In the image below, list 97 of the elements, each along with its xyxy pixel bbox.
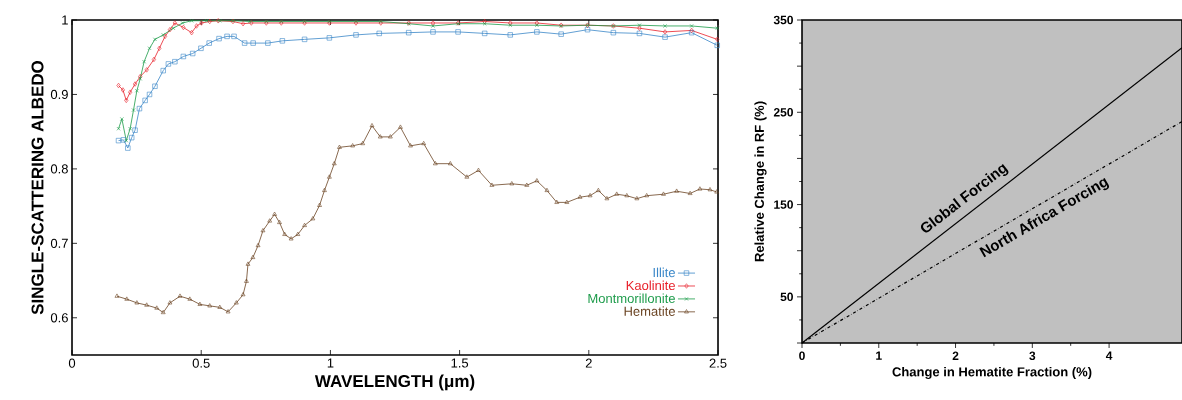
point	[129, 135, 135, 141]
x-tick-label: 3	[1029, 351, 1036, 361]
point	[206, 40, 212, 46]
point	[119, 117, 124, 121]
x-tick-label: 2	[952, 351, 959, 360]
point	[250, 40, 256, 46]
point	[124, 138, 129, 143]
point	[152, 83, 158, 89]
point	[714, 42, 720, 48]
point	[189, 18, 194, 23]
point	[125, 145, 131, 151]
point	[172, 20, 177, 26]
point	[231, 33, 237, 39]
point	[663, 24, 667, 28]
point	[534, 29, 540, 35]
legend-label: Kaolinite	[626, 280, 675, 291]
y-tick-label: 0.7	[50, 238, 68, 248]
x-tick-label: 2.5	[709, 358, 727, 368]
legend-label: Hematite	[624, 306, 675, 316]
point	[133, 81, 138, 87]
x-tick-label: 1	[327, 358, 334, 368]
point	[430, 29, 436, 35]
point	[142, 59, 147, 64]
point	[265, 40, 271, 46]
point	[279, 38, 285, 44]
point	[190, 50, 196, 57]
point	[326, 35, 332, 41]
y-axis-title: Relative Change in RF (%)	[754, 101, 767, 262]
point	[224, 33, 230, 39]
point	[507, 32, 513, 38]
point	[151, 56, 156, 63]
point	[165, 61, 171, 67]
legend-label: Montmorillonite	[588, 293, 675, 303]
point	[431, 24, 435, 28]
point	[142, 97, 148, 103]
x-tick-label: 4	[1105, 351, 1113, 360]
point	[136, 105, 143, 112]
y-tick-label: 0.9	[50, 89, 68, 100]
x-tick-label: 0	[799, 351, 805, 361]
x-tick-label: 1	[876, 351, 882, 360]
point	[160, 68, 166, 74]
point	[115, 138, 122, 144]
point	[584, 27, 591, 33]
point	[663, 29, 668, 35]
y-tick-label: 1	[62, 15, 68, 25]
point	[181, 24, 186, 31]
point	[128, 126, 133, 131]
point	[120, 87, 125, 93]
y-tick-label: 0.6	[50, 313, 68, 323]
y-tick-label: 250	[773, 108, 793, 117]
y-tick-label: 150	[774, 200, 793, 209]
y-tick-label: 0.8	[50, 164, 68, 174]
point	[132, 127, 138, 133]
point	[301, 36, 308, 42]
point	[189, 30, 194, 36]
y-axis-title: SINGLE-SCATTERING ALBEDO	[31, 60, 44, 315]
point	[146, 91, 153, 98]
point	[180, 53, 186, 60]
point	[610, 30, 616, 36]
point	[636, 30, 643, 36]
y-tick-label: 350	[773, 15, 793, 25]
point	[455, 29, 461, 35]
x-tick-label: 0.5	[192, 358, 210, 368]
point	[131, 108, 136, 113]
point	[241, 21, 246, 27]
x-tick-label: 2	[585, 358, 592, 368]
y-tick-label: 50	[780, 292, 793, 302]
x-tick-label: 0	[68, 358, 76, 368]
point	[172, 59, 178, 65]
point	[120, 137, 127, 143]
point	[194, 23, 199, 29]
point	[157, 45, 162, 51]
point	[216, 36, 222, 42]
point	[430, 20, 436, 26]
legend-label: Illite	[653, 267, 675, 278]
point	[180, 21, 185, 25]
point	[689, 24, 694, 28]
point	[376, 30, 382, 36]
point	[167, 27, 172, 33]
point	[242, 40, 248, 46]
point	[353, 32, 359, 38]
point	[147, 46, 152, 51]
x-axis-title: WAVELENGTH (μm)	[314, 374, 475, 391]
point	[198, 45, 204, 51]
x-tick-label: 1.5	[451, 358, 469, 368]
point	[124, 97, 129, 103]
point	[558, 31, 564, 37]
x-axis-title: Change in Hematite Fraction (%)	[892, 366, 1092, 380]
point	[128, 89, 133, 95]
point	[144, 67, 149, 73]
point	[153, 37, 157, 42]
point	[662, 34, 668, 40]
point	[406, 30, 412, 36]
point	[134, 88, 139, 93]
point	[171, 26, 176, 31]
point	[199, 20, 204, 26]
point	[482, 30, 488, 36]
